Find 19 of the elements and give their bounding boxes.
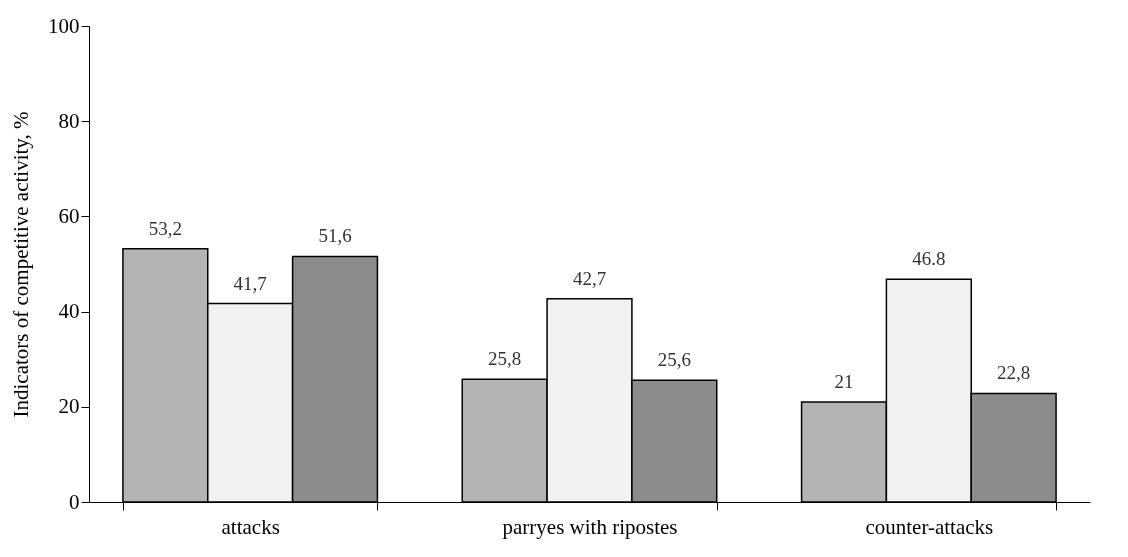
y-tick-label: 80 [58,108,80,133]
data-label: 46.8 [912,248,946,270]
x-tick-label: attacks [221,514,280,539]
data-label: 25,6 [657,349,691,371]
data-label: 25,8 [488,348,522,370]
x-tick-label: parryes with ripostes [502,514,678,539]
data-label: 22,8 [997,362,1031,384]
y-tick-label: 100 [48,13,80,38]
x-tick-label: counter-attacks [865,514,994,539]
data-label: 21 [834,371,854,393]
data-label: 51,6 [318,225,352,247]
y-tick-label: 40 [58,299,80,324]
data-label: 41,7 [233,272,267,294]
y-tick-label: 60 [58,203,80,228]
y-tick-label: 20 [58,394,80,419]
y-tick-label: 0 [69,489,80,514]
y-axis-title: Indicators of competitive activity, % [9,111,33,418]
data-label: 53,2 [148,217,182,239]
data-label: 42,7 [572,267,607,289]
